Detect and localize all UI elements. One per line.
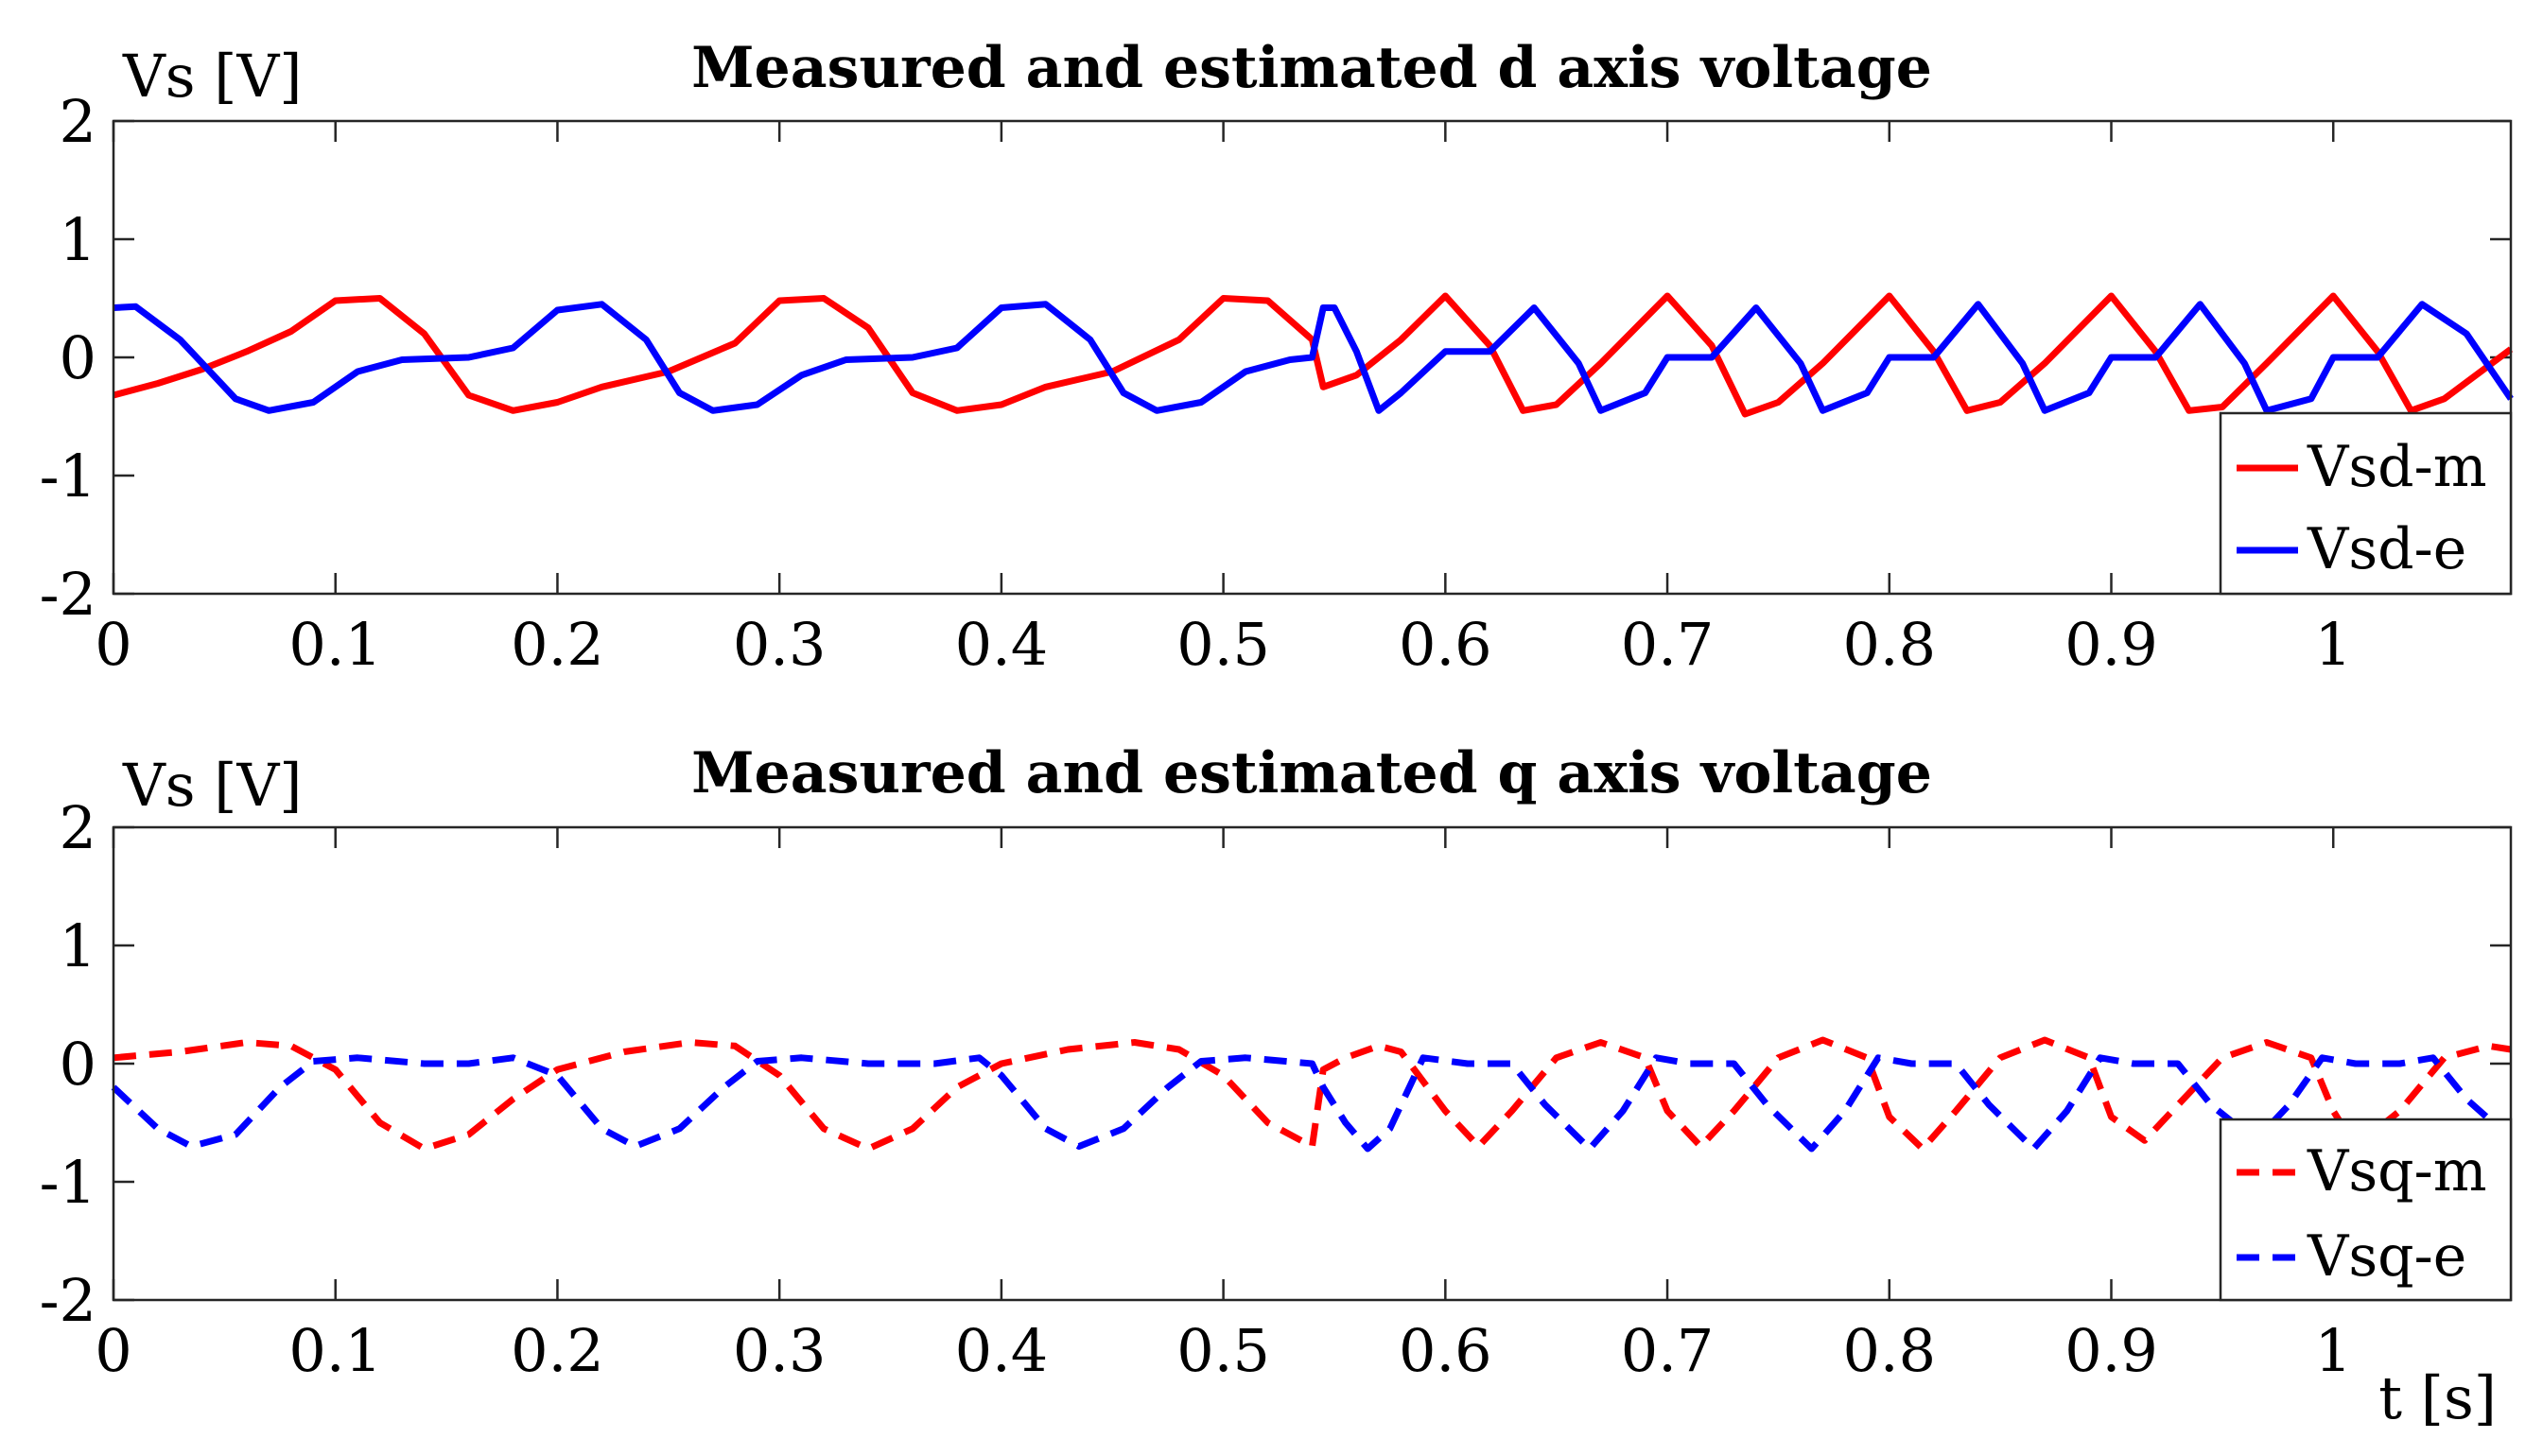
d-axis-xtick-label: 0.7 <box>1621 610 1715 679</box>
d-axis-xtick-label: 0.1 <box>288 610 382 679</box>
q-axis-xtick-label: 0 <box>95 1316 131 1385</box>
d-axis-xtick-label: 0.5 <box>1176 610 1270 679</box>
q-axis-xtick-label: 0.7 <box>1621 1316 1715 1385</box>
q-axis-xtick-label: 0.1 <box>288 1316 382 1385</box>
series-line-vsq-e <box>111 1054 2502 1153</box>
d-axis-xtick-label: 0.2 <box>511 610 604 679</box>
q-axis-plot-frame <box>112 825 2513 1302</box>
q-axis-xtick-label: 0.8 <box>1842 1316 1936 1385</box>
d-axis-xtick-label: 1 <box>2314 610 2351 679</box>
q-axis-chart: Measured and estimated q axis voltage Vs… <box>40 740 2513 1432</box>
d-axis-xtick-label: 0.6 <box>1399 610 1492 679</box>
q-axis-xlabel: t [s] <box>2378 1363 2497 1432</box>
legend-label-vsd-m: Vsd-m <box>2307 434 2487 500</box>
d-axis-xtick-label: 0.9 <box>2064 610 2158 679</box>
q-axis-xtick-label: 0.2 <box>511 1316 604 1385</box>
d-axis-ytick-label: -1 <box>40 442 96 511</box>
d-axis-xtick-label: 0.4 <box>955 610 1049 679</box>
d-axis-ytick-label: -2 <box>40 560 96 629</box>
legend-label-vsd-e: Vsd-e <box>2307 516 2466 582</box>
d-axis-legend-box <box>2219 411 2513 596</box>
d-axis-ytick-label: 2 <box>60 87 96 156</box>
d-axis-xtick-label: 0.3 <box>733 610 827 679</box>
q-axis-legend-box <box>2219 1118 2513 1302</box>
series-line-vsd-e <box>113 301 2514 414</box>
q-axis-legend: Vsq-m Vsq-e <box>2219 1118 2513 1302</box>
q-axis-ytick-label: -2 <box>40 1266 96 1335</box>
d-axis-chart: Measured and estimated d axis voltage Vs… <box>40 35 2514 679</box>
d-axis-xtick-label: 0.8 <box>1842 610 1936 679</box>
q-axis-xtick-label: 0.6 <box>1399 1316 1492 1385</box>
d-axis-plot-frame <box>112 119 2513 596</box>
series-line-vsq-m <box>113 1036 2512 1153</box>
d-axis-legend: Vsd-m Vsd-e <box>2219 411 2513 596</box>
q-axis-chart-title: Measured and estimated q axis voltage <box>691 740 1932 806</box>
d-axis-chart-title: Measured and estimated d axis voltage <box>691 35 1932 101</box>
series-line-vsd-m <box>113 292 2514 418</box>
q-axis-xtick-label: 0.5 <box>1176 1316 1270 1385</box>
d-axis-ytick-label: 0 <box>60 323 96 392</box>
d-axis-xtick-label: 0 <box>95 610 131 679</box>
q-axis-xtick-label: 1 <box>2314 1316 2351 1385</box>
q-axis-xtick-label: 0.9 <box>2064 1316 2158 1385</box>
q-axis-xtick-label: 0.3 <box>733 1316 827 1385</box>
q-axis-xtick-label: 0.4 <box>955 1316 1049 1385</box>
d-axis-ylabel: Vs [V] <box>122 42 302 111</box>
legend-label-vsq-e: Vsq-e <box>2307 1223 2466 1290</box>
q-axis-ytick-label: 0 <box>60 1030 96 1099</box>
q-axis-ytick-label: 1 <box>60 911 96 980</box>
q-axis-ylabel: Vs [V] <box>122 751 302 820</box>
legend-label-vsq-m: Vsq-m <box>2307 1138 2487 1205</box>
d-axis-ytick-label: 1 <box>60 205 96 274</box>
q-axis-ytick-label: -1 <box>40 1148 96 1217</box>
q-axis-ytick-label: 2 <box>60 793 96 862</box>
